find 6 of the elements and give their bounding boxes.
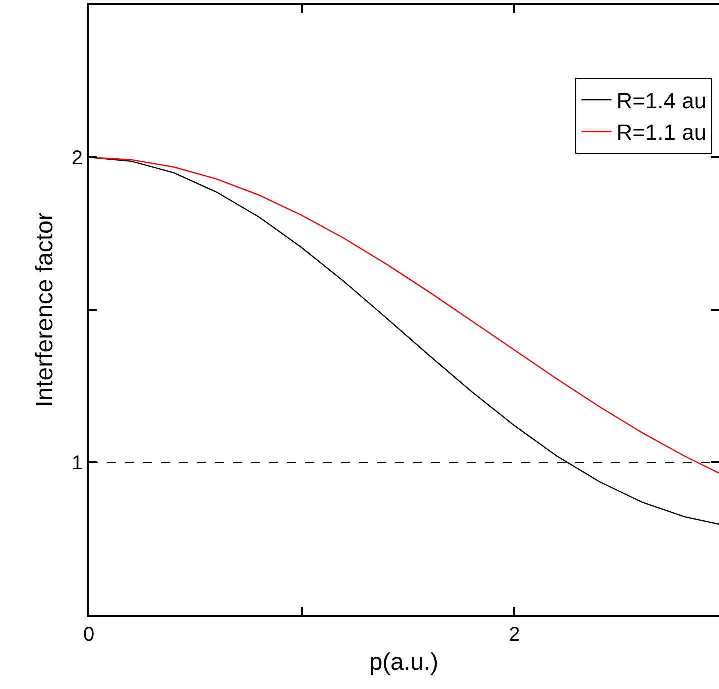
x-axis-title: p(a.u.)	[369, 648, 439, 676]
legend-label: R=1.4 au	[616, 88, 707, 114]
legend-label: R=1.1 au	[616, 120, 707, 146]
y-tick-label: 1	[72, 452, 83, 474]
y-axis-title: Interference factor	[31, 212, 58, 408]
x-tick-label: 0	[83, 624, 95, 646]
